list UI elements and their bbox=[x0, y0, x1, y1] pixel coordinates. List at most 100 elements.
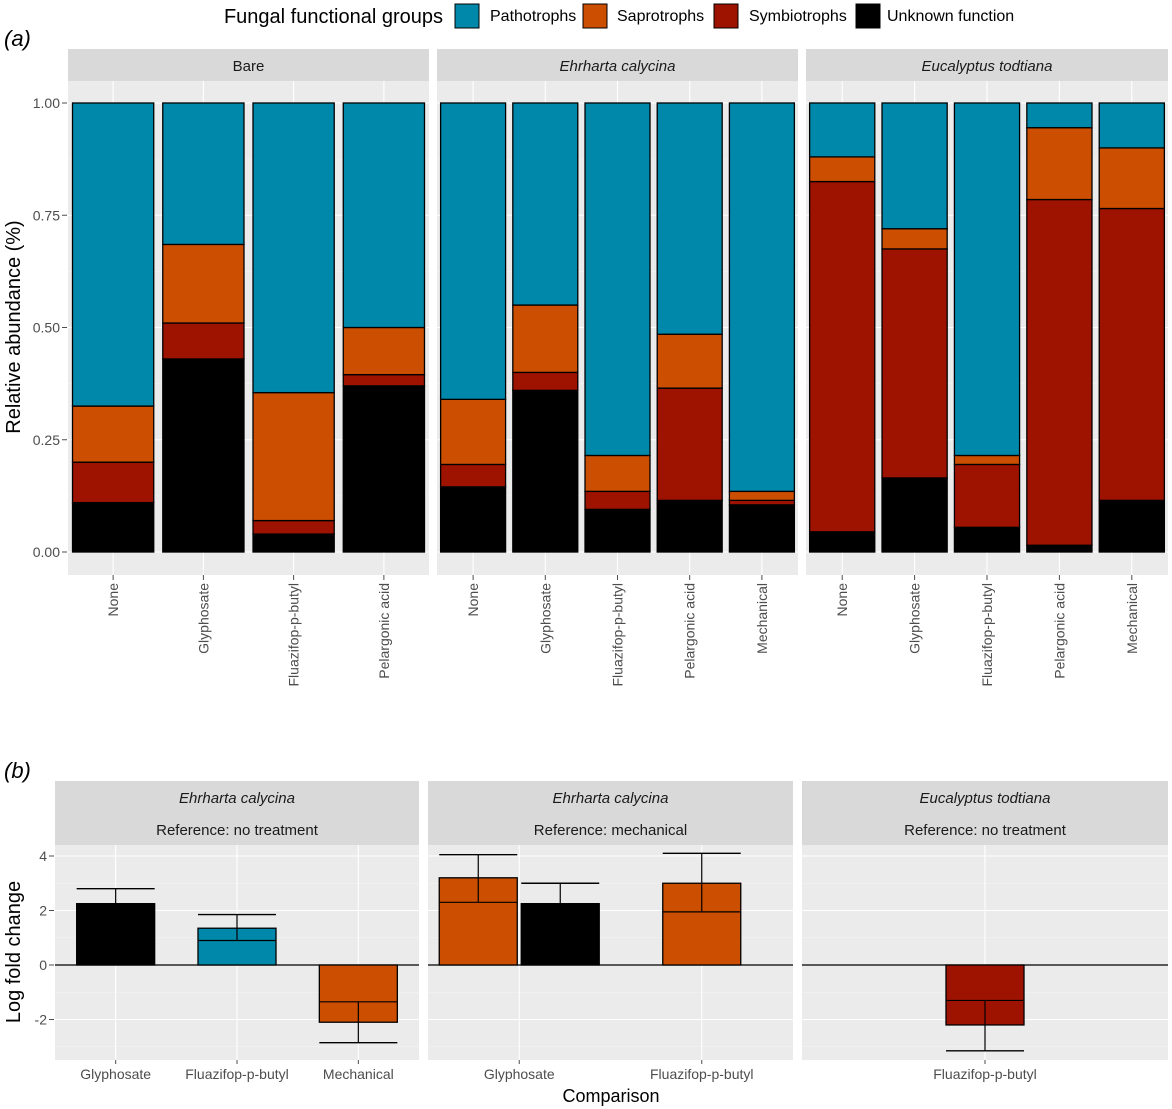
bar-segment-pathotrophs-glyphosate bbox=[512, 102, 579, 306]
bar-segment-unknown-function-pelargonic-acid bbox=[656, 499, 723, 553]
bar-segment-saprotrophs-none bbox=[439, 398, 507, 466]
bar-segment-symbiotrophs-mechanical bbox=[1098, 207, 1166, 502]
legend-swatch-pathotrophs bbox=[454, 3, 480, 29]
bar-segment-symbiotrophs-glyphosate bbox=[162, 322, 245, 360]
facet-strip bbox=[428, 781, 793, 845]
bar-pathotrophs-fluazifop-p-butyl bbox=[197, 913, 277, 966]
bar-saprotrophs-fluazifop-p-butyl bbox=[662, 852, 742, 966]
bar-segment-unknown-function-fluazifop-p-butyl bbox=[953, 526, 1021, 553]
facet-strip-subtitle: Reference: no treatment bbox=[156, 822, 319, 839]
panel-a-y-tick-label: 0.75 bbox=[33, 207, 60, 223]
x-tick-label-mechanical: Mechanical bbox=[754, 583, 770, 654]
facet-strip bbox=[68, 49, 429, 81]
facet-strip-title: Bare bbox=[233, 58, 265, 75]
x-tick-label-pelargonic-acid: Pelargonic acid bbox=[1051, 583, 1067, 679]
x-tick-label-pelargonic-acid: Pelargonic acid bbox=[682, 583, 698, 679]
x-tick-label-fluazifop-p-butyl: Fluazifop-p-butyl bbox=[979, 583, 995, 687]
panel-b-log-fold-change-chart: Log fold change Comparison -2 0 2 4 Ehrharta c… bbox=[3, 781, 1168, 1106]
bar-segment-unknown-function-mechanical bbox=[728, 504, 796, 553]
legend-label-unknown-function: Unknown function bbox=[887, 8, 1014, 25]
legend-label-saprotrophs: Saprotrophs bbox=[617, 8, 704, 25]
bar-segment-symbiotrophs-glyphosate bbox=[881, 248, 948, 479]
bar-segment-symbiotrophs-none bbox=[439, 463, 507, 488]
facet-strip bbox=[802, 781, 1168, 845]
bar-segment-saprotrophs-fluazifop-p-butyl bbox=[252, 391, 335, 522]
bar-segment-saprotrophs-mechanical bbox=[1098, 147, 1166, 210]
x-tick-label-fluazifop-p-butyl: Fluazifop-p-butyl bbox=[286, 583, 302, 687]
panel-b-x-axis-label: Comparison bbox=[562, 1086, 659, 1106]
bar-segment-unknown-function-pelargonic-acid bbox=[342, 385, 426, 553]
x-tick-label-none: None bbox=[105, 583, 121, 617]
panel-b-facet-2: Ehrharta calycina Reference: mechanical Gl… bbox=[428, 781, 793, 1082]
bar-segment-symbiotrophs-glyphosate bbox=[512, 371, 579, 392]
x-tick-label-fluazifop-p-butyl: Fluazifop-p-butyl bbox=[610, 583, 626, 687]
panel-a-facet-3: Eucalyptus todtiana None Glyphosate Fluazif… bbox=[806, 49, 1168, 687]
bar-saprotrophs-glyphosate bbox=[438, 853, 518, 966]
bar-segment-pathotrophs-pelargonic-acid bbox=[1026, 102, 1093, 129]
legend-label-symbiotrophs: Symbiotrophs bbox=[749, 8, 847, 25]
bar-segment-pathotrophs-mechanical bbox=[1098, 102, 1166, 149]
bar-segment-unknown-function-glyphosate bbox=[162, 358, 245, 553]
bar-segment-saprotrophs-glyphosate bbox=[881, 228, 948, 250]
x-tick-label-glyphosate: Glyphosate bbox=[537, 583, 553, 654]
x-tick-label-none: None bbox=[465, 583, 481, 617]
panel-b-y-tick-label: 0 bbox=[39, 957, 47, 973]
panel-b-label: (b) bbox=[4, 758, 31, 783]
bar-rect bbox=[76, 903, 156, 966]
x-tick-label-glyphosate: Glyphosate bbox=[80, 1066, 151, 1082]
panel-a-y-tick-label: 0.25 bbox=[33, 432, 60, 448]
panel-a-y-tick-label: 0.50 bbox=[33, 320, 60, 336]
legend-swatch-symbiotrophs bbox=[713, 3, 739, 29]
panel-a-y-axis-label: Relative abundance (%) bbox=[3, 220, 25, 433]
bar-segment-unknown-function-none bbox=[71, 501, 155, 553]
bar-segment-saprotrophs-glyphosate bbox=[512, 304, 579, 374]
bar-segment-symbiotrophs-mechanical bbox=[728, 499, 796, 506]
legend-label-pathotrophs: Pathotrophs bbox=[490, 8, 576, 25]
bar-segment-symbiotrophs-fluazifop-p-butyl bbox=[953, 463, 1021, 528]
bar-segment-pathotrophs-none bbox=[71, 102, 155, 407]
bar-rect bbox=[520, 903, 600, 966]
bar-segment-pathotrophs-fluazifop-p-butyl bbox=[584, 102, 651, 457]
bar-unknown-function-glyphosate bbox=[76, 888, 156, 966]
bar-segment-saprotrophs-mechanical bbox=[728, 490, 796, 502]
bar-segment-saprotrophs-fluazifop-p-butyl bbox=[584, 454, 651, 493]
x-tick-label-fluazifop-p-butyl: Fluazifop-p-butyl bbox=[185, 1066, 289, 1082]
facet-strip bbox=[437, 49, 798, 81]
bar-segment-pathotrophs-glyphosate bbox=[162, 102, 245, 246]
legend: Fungal functional groups Pathotrophs Sapr… bbox=[224, 3, 1014, 29]
panel-a-label: (a) bbox=[4, 26, 31, 51]
bar-segment-symbiotrophs-none bbox=[808, 180, 876, 533]
bar-segment-saprotrophs-pelargonic-acid bbox=[342, 326, 426, 376]
bar-unknown-function-glyphosate bbox=[520, 882, 600, 966]
facet-strip bbox=[55, 781, 419, 845]
bar-segment-pathotrophs-mechanical bbox=[728, 102, 796, 493]
facet-strip-title: Ehrharta calycina bbox=[179, 790, 295, 807]
x-tick-label-pelargonic-acid: Pelargonic acid bbox=[376, 583, 392, 679]
bar-segment-saprotrophs-pelargonic-acid bbox=[1026, 127, 1093, 201]
bar-segment-pathotrophs-none bbox=[439, 102, 507, 400]
bar-segment-pathotrophs-pelargonic-acid bbox=[342, 102, 426, 329]
bar-segment-symbiotrophs-pelargonic-acid bbox=[656, 387, 723, 502]
facet-strip-title: Eucalyptus todtiana bbox=[922, 58, 1053, 75]
bar-segment-unknown-function-fluazifop-p-butyl bbox=[252, 533, 335, 553]
bar-segment-pathotrophs-fluazifop-p-butyl bbox=[252, 102, 335, 394]
legend-swatch-saprotrophs bbox=[582, 3, 608, 29]
panel-b-y-tick-label: -2 bbox=[35, 1012, 48, 1028]
facet-strip-title: Ehrharta calycina bbox=[553, 790, 669, 807]
bar-segment-saprotrophs-none bbox=[71, 405, 155, 463]
bar-segment-unknown-function-glyphosate bbox=[512, 389, 579, 553]
panel-b-facet-1: Ehrharta calycina Reference: no treatment… bbox=[55, 781, 419, 1082]
panel-b-y-tick-label: 4 bbox=[39, 848, 47, 864]
panel-a-facet-2: Ehrharta calycina None Glyphosate Fluazifop… bbox=[437, 49, 798, 687]
facet-strip-subtitle: Reference: mechanical bbox=[534, 822, 687, 839]
x-tick-label-fluazifop-p-butyl: Fluazifop-p-butyl bbox=[650, 1066, 754, 1082]
bar-segment-unknown-function-mechanical bbox=[1098, 499, 1166, 553]
bar-segment-unknown-function-glyphosate bbox=[881, 477, 948, 553]
bar-segment-unknown-function-fluazifop-p-butyl bbox=[584, 508, 651, 553]
panel-b-facet-3: Eucalyptus todtiana Reference: no treatme… bbox=[802, 781, 1168, 1082]
panel-a-facet-1: Bare None Glyphosate Fluazifop-p-butyl Pelar… bbox=[68, 49, 429, 687]
bar-segment-saprotrophs-pelargonic-acid bbox=[656, 333, 723, 389]
facet-strip bbox=[806, 49, 1168, 81]
bar-saprotrophs-mechanical bbox=[318, 964, 398, 1044]
